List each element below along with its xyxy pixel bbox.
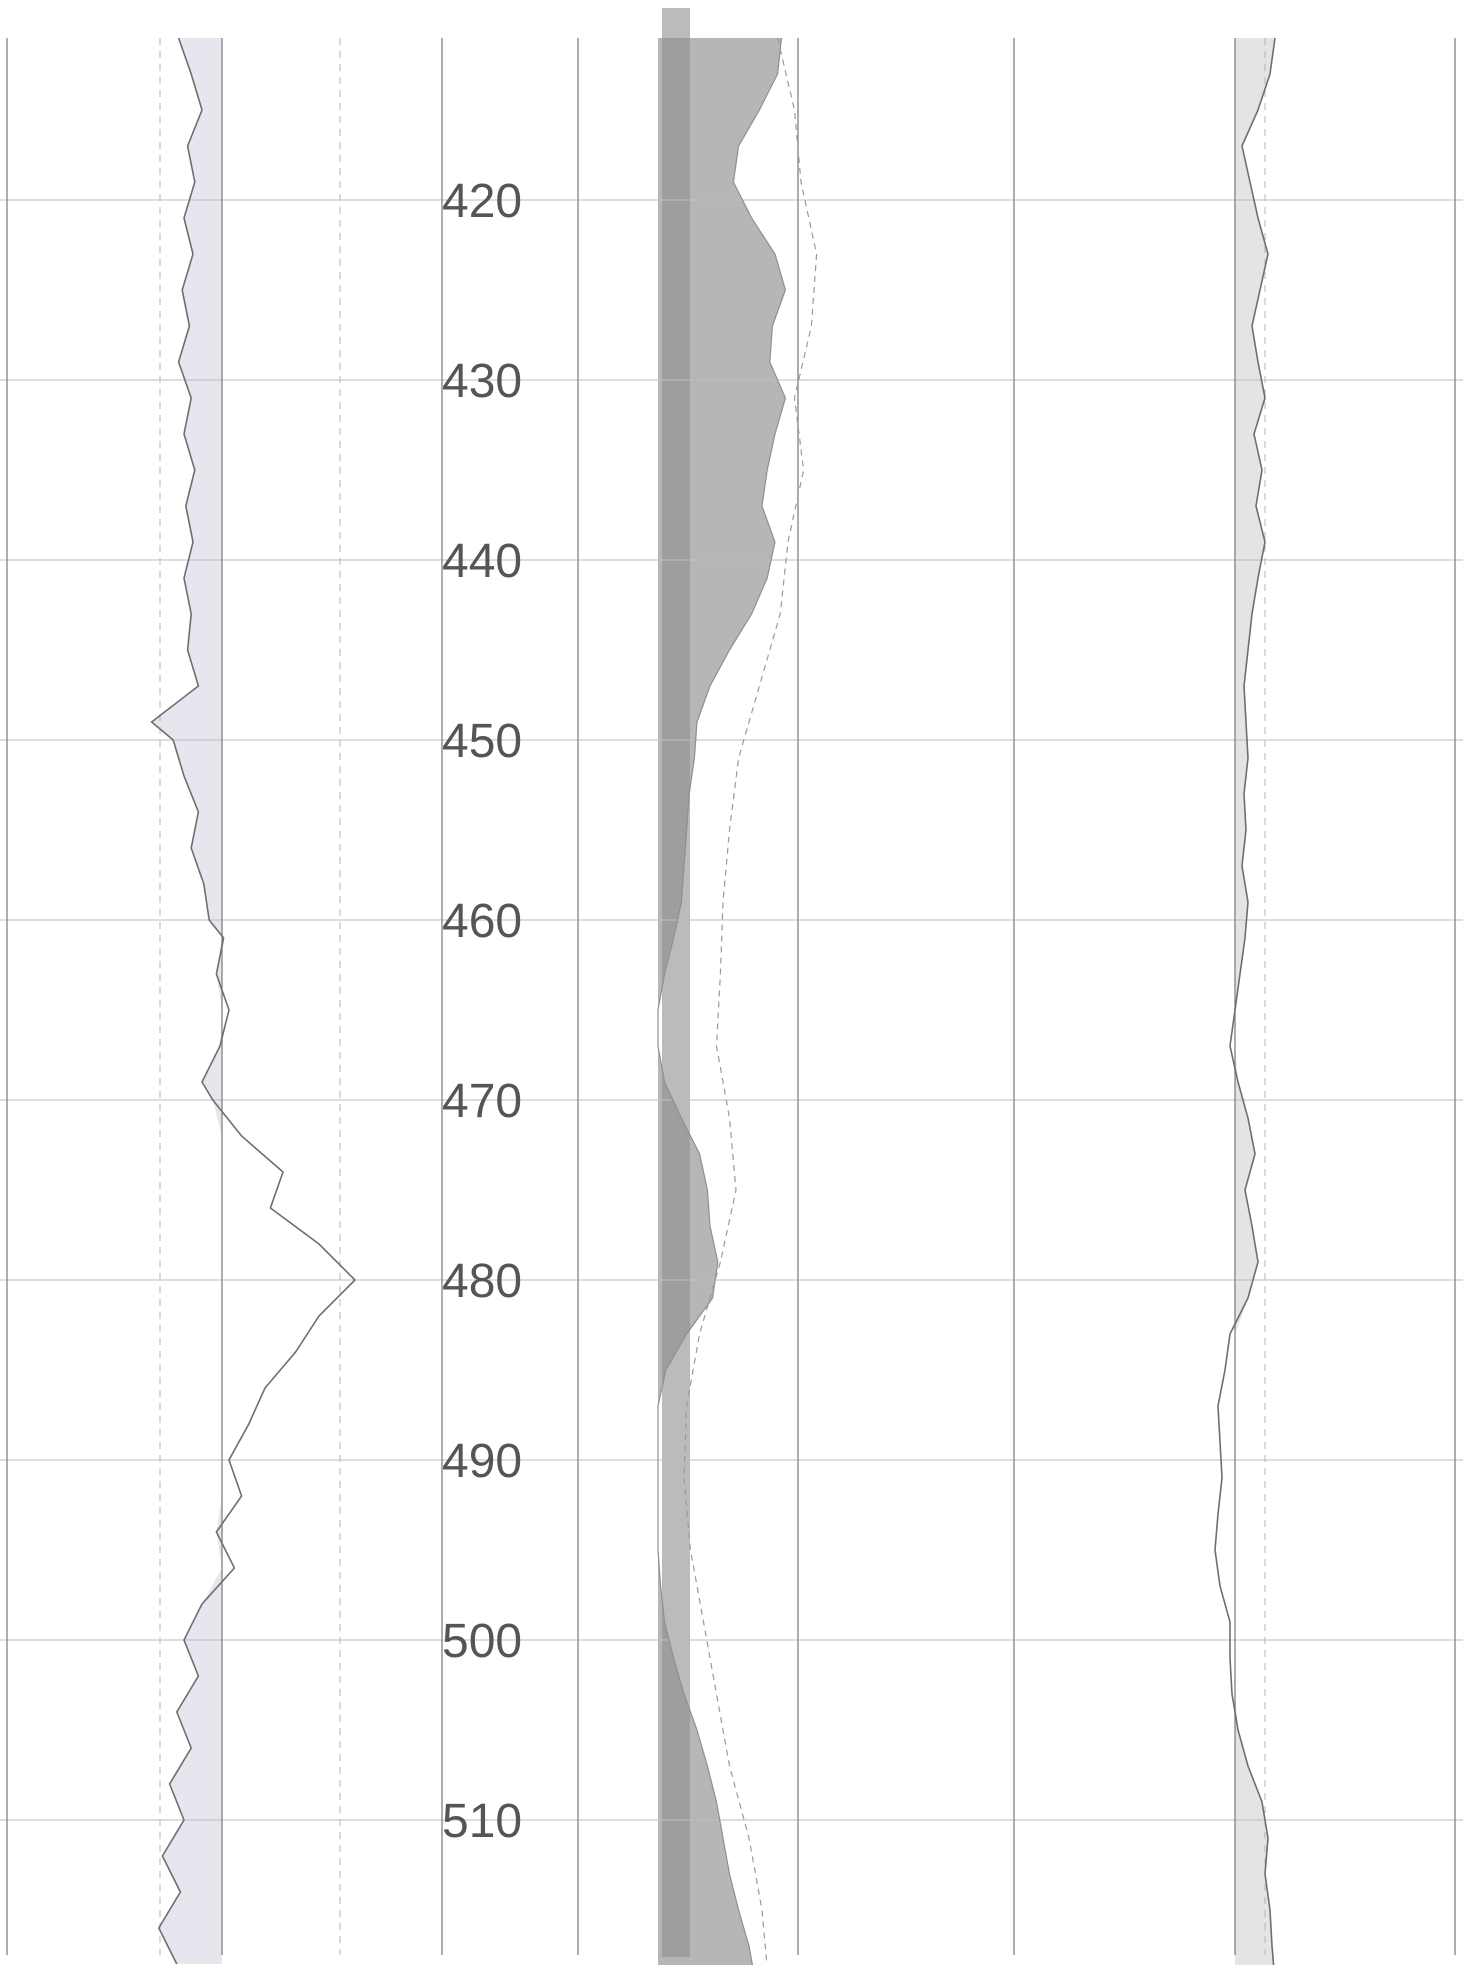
curve-fills	[151, 8, 1275, 1965]
track1-fill	[151, 38, 222, 1964]
track3-fill	[1235, 38, 1275, 1965]
depth-tick-label: 500	[442, 1615, 522, 1668]
depth-tick-label: 420	[442, 175, 522, 228]
depth-labels: 420 430 440 450 460 470 480 490 500 510	[442, 175, 522, 1848]
depth-tick-label: 450	[442, 715, 522, 768]
depth-tick-label: 460	[442, 895, 522, 948]
grid	[0, 38, 1463, 1955]
depth-tick-label: 430	[442, 355, 522, 408]
track3-curve	[1214, 37, 1276, 1965]
depth-tick-label: 490	[442, 1435, 522, 1488]
depth-tick-label: 470	[442, 1075, 522, 1128]
track2-curve	[657, 37, 787, 1965]
curves	[150, 37, 1276, 1965]
depth-tick-label: 440	[442, 535, 522, 588]
depth-tick-label: 510	[442, 1795, 522, 1848]
depth-tick-label: 480	[442, 1255, 522, 1308]
track2-dashed-curve	[683, 37, 818, 1965]
track1-curve	[150, 37, 357, 1965]
